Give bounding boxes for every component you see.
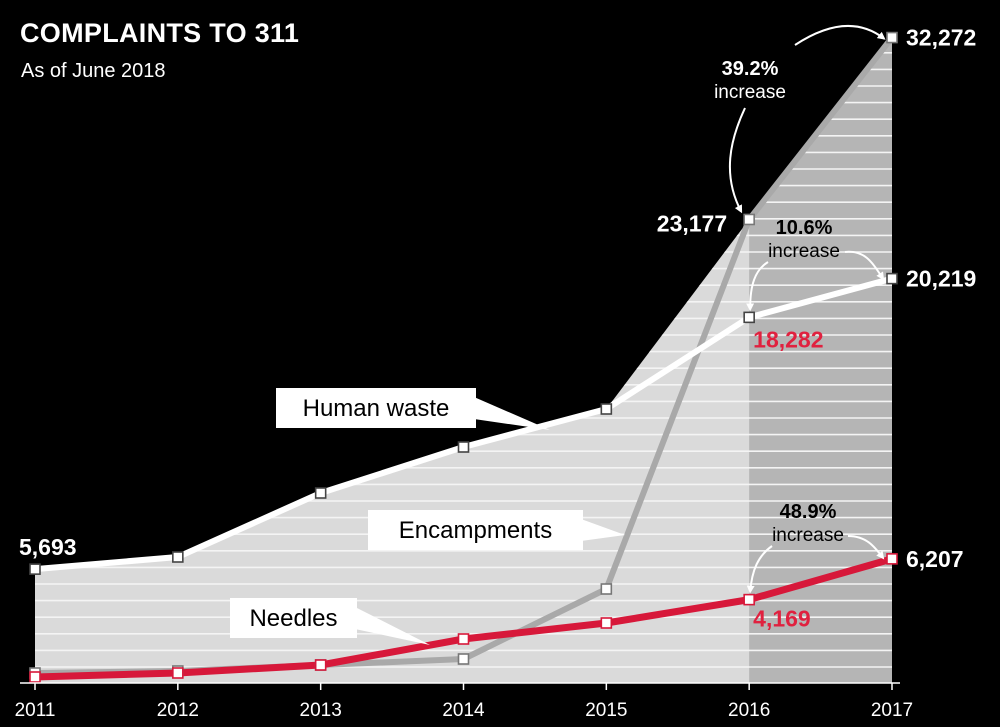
point-human-waste-2016: [743, 311, 755, 324]
annotation-word: increase: [714, 82, 786, 103]
point-needles-2016: [743, 593, 755, 606]
annotation-percent: 39.2%: [722, 58, 779, 80]
value-label-human-waste-2017: 20,219: [906, 266, 976, 292]
annotation-arrow-0: [794, 25, 886, 46]
point-human-waste-2013: [314, 487, 327, 499]
point-needles-2014: [457, 633, 470, 645]
series-label-box-encampments: [368, 510, 583, 550]
point-human-waste-2014: [457, 441, 470, 453]
value-label-human-waste-2011: 5,693: [19, 534, 77, 560]
value-label-encampments-2016: 23,177: [657, 210, 727, 236]
point-needles-2013: [314, 659, 327, 671]
series-label-human-waste: Human waste: [276, 388, 550, 430]
annotation-arrow-1: [746, 545, 773, 594]
annotation-percent: 10.6%: [776, 217, 833, 239]
point-needles-2011: [29, 671, 41, 683]
x-tick-label-2015: 2015: [585, 700, 627, 721]
series-label-pointer-encampments: [581, 519, 625, 541]
x-tick-label-2011: 2011: [15, 700, 56, 721]
annotation-arrow-0: [847, 535, 885, 560]
series-label-pointer-human-waste: [474, 397, 550, 430]
highlight-area-fill: [749, 37, 892, 684]
chart-subtitle: As of June 2018: [21, 60, 166, 82]
point-encampments-2015: [600, 583, 613, 595]
value-label-encampments-2017: 32,272: [906, 25, 976, 51]
annotation-encampments: 39.2%increase: [714, 25, 886, 214]
point-needles-2012: [172, 667, 184, 679]
chart-title: COMPLAINTS TO 311: [20, 18, 300, 48]
point-human-waste-2011: [29, 563, 41, 575]
series-label-text-encampments: Encampments: [399, 517, 552, 544]
series-label-pointer-needles: [355, 607, 430, 645]
series-label-box-needles: [230, 598, 357, 638]
point-encampments-2017: [886, 31, 898, 44]
x-tick-label-2014: 2014: [442, 700, 485, 721]
point-encampments-2014: [457, 653, 470, 665]
point-human-waste-2017: [886, 272, 898, 285]
annotation-word: increase: [772, 525, 844, 546]
point-human-waste-2012: [172, 551, 184, 563]
value-label-human-waste-2016: 18,282: [753, 326, 823, 352]
series-label-box-human-waste: [276, 388, 476, 428]
annotation-arrow-0: [844, 250, 885, 281]
annotation-arrow-1: [746, 261, 769, 312]
series-label-needles: Needles: [230, 598, 430, 645]
series-label-text-needles: Needles: [249, 605, 337, 632]
value-label-needles-2017: 6,207: [906, 546, 964, 572]
value-label-needles-2016: 4,169: [753, 606, 811, 632]
chart-area-fill: [35, 37, 892, 684]
annotation-percent: 48.9%: [780, 501, 837, 523]
point-encampments-2016: [743, 213, 755, 226]
series-label-text-human-waste: Human waste: [303, 395, 450, 422]
annotation-human-waste: 10.6%increase: [746, 217, 885, 312]
point-needles-2015: [600, 617, 613, 629]
x-tick-label-2017: 2017: [871, 700, 913, 721]
annotation-arrow-1: [728, 107, 746, 214]
point-needles-2017: [886, 553, 898, 565]
series-label-encampments: Encampments: [368, 510, 625, 550]
x-tick-label-2013: 2013: [300, 700, 342, 721]
point-human-waste-2015: [600, 403, 613, 415]
annotation-word: increase: [768, 241, 840, 262]
x-tick-label-2012: 2012: [157, 700, 199, 721]
annotation-needles: 48.9%increase: [746, 501, 885, 594]
x-tick-label-2016: 2016: [728, 700, 770, 721]
